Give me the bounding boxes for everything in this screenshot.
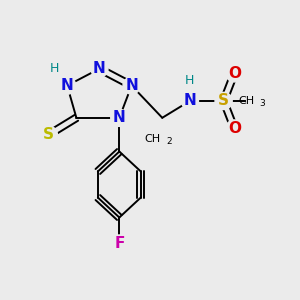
Circle shape xyxy=(111,235,128,252)
Text: CH: CH xyxy=(238,96,254,106)
Circle shape xyxy=(111,109,128,126)
Circle shape xyxy=(183,74,196,88)
Text: N: N xyxy=(184,93,196,108)
Text: 2: 2 xyxy=(166,137,172,146)
Text: H: H xyxy=(50,62,60,75)
Circle shape xyxy=(40,126,57,143)
Circle shape xyxy=(247,92,265,110)
Text: S: S xyxy=(218,93,229,108)
Text: O: O xyxy=(228,121,241,136)
Circle shape xyxy=(215,92,232,110)
Circle shape xyxy=(226,120,243,137)
Text: H: H xyxy=(185,74,195,88)
Circle shape xyxy=(181,92,199,110)
Text: CH: CH xyxy=(145,134,161,144)
Circle shape xyxy=(48,62,62,76)
Text: N: N xyxy=(125,78,138,93)
Text: O: O xyxy=(228,66,241,81)
Circle shape xyxy=(91,60,108,77)
Text: S: S xyxy=(43,127,54,142)
Text: N: N xyxy=(61,78,74,93)
Text: N: N xyxy=(93,61,106,76)
Circle shape xyxy=(154,132,170,147)
Circle shape xyxy=(226,65,243,82)
Circle shape xyxy=(58,77,76,94)
Circle shape xyxy=(123,77,140,94)
Text: F: F xyxy=(114,236,124,251)
Text: N: N xyxy=(113,110,126,125)
Text: 3: 3 xyxy=(260,99,266,108)
